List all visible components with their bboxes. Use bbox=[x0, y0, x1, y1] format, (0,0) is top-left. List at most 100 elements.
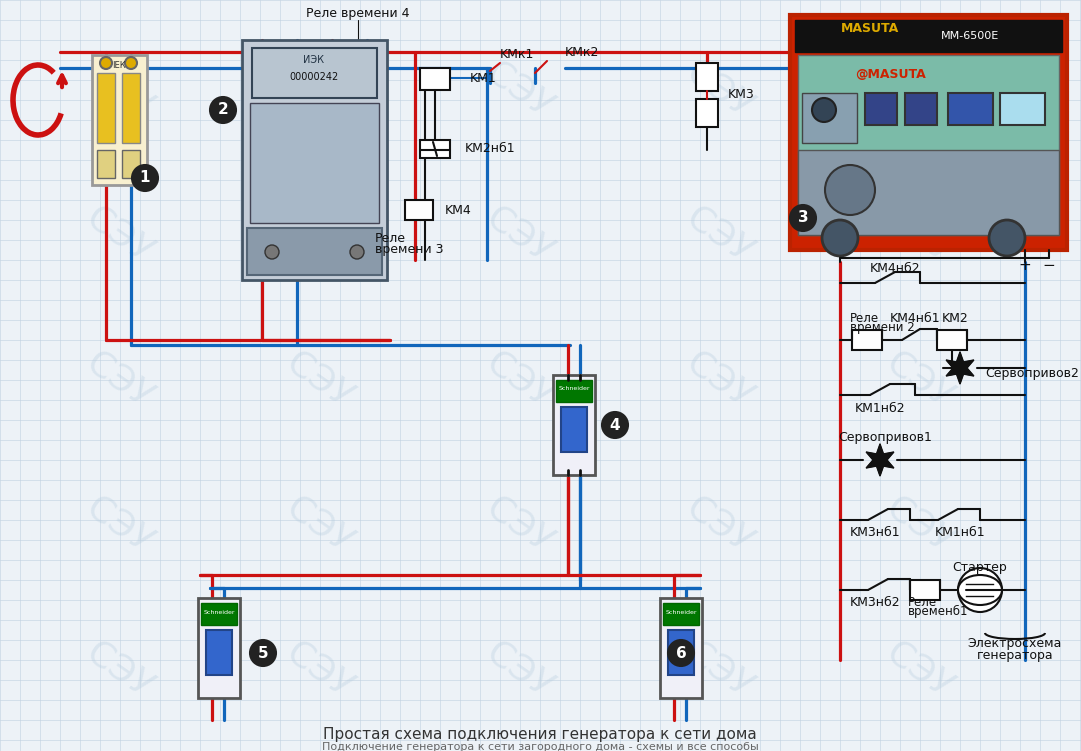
Text: 1: 1 bbox=[139, 170, 150, 185]
Polygon shape bbox=[866, 444, 894, 476]
Text: Подключение генератора к сети загородного дома - схемы и все способы: Подключение генератора к сети загородног… bbox=[322, 742, 759, 751]
Bar bbox=[405, 200, 433, 220]
Text: Стартер: Стартер bbox=[952, 562, 1007, 575]
Text: СЭУ: СЭУ bbox=[481, 345, 560, 415]
Text: СЭУ: СЭУ bbox=[81, 490, 159, 559]
Text: Реле: Реле bbox=[850, 312, 879, 324]
Circle shape bbox=[812, 98, 836, 122]
Text: KM3: KM3 bbox=[728, 89, 755, 101]
Bar bbox=[553, 375, 595, 475]
Text: 4: 4 bbox=[610, 418, 620, 433]
Polygon shape bbox=[946, 352, 974, 384]
Text: Schneider: Schneider bbox=[203, 610, 235, 614]
Circle shape bbox=[101, 57, 112, 69]
Text: СЭУ: СЭУ bbox=[881, 635, 960, 704]
Bar bbox=[252, 48, 377, 98]
Text: 00000242: 00000242 bbox=[290, 72, 338, 82]
Text: Электросхема: Электросхема bbox=[967, 637, 1063, 650]
Bar bbox=[242, 40, 387, 280]
Text: СЭУ: СЭУ bbox=[681, 345, 760, 415]
Text: Сервопривов1: Сервопривов1 bbox=[838, 432, 932, 445]
Text: Сервопривов2: Сервопривов2 bbox=[985, 366, 1079, 379]
Text: СЭУ: СЭУ bbox=[681, 201, 760, 270]
Text: Schneider: Schneider bbox=[665, 610, 697, 614]
Text: СЭУ: СЭУ bbox=[81, 56, 159, 125]
Text: СЭУ: СЭУ bbox=[881, 345, 960, 415]
Text: KM1нб1: KM1нб1 bbox=[935, 526, 986, 539]
Text: ИЭК: ИЭК bbox=[304, 55, 324, 65]
Text: KM1: KM1 bbox=[470, 71, 497, 85]
Bar bbox=[97, 150, 115, 178]
Text: −: − bbox=[1043, 258, 1055, 273]
Text: СЭУ: СЭУ bbox=[681, 56, 760, 125]
Bar bbox=[206, 630, 232, 675]
Bar bbox=[790, 15, 1067, 250]
Bar bbox=[696, 99, 718, 127]
Text: KM4нб1: KM4нб1 bbox=[890, 312, 940, 324]
Text: +: + bbox=[1018, 258, 1031, 273]
Bar bbox=[802, 93, 857, 143]
Text: KM3нб1: KM3нб1 bbox=[850, 526, 900, 539]
Bar bbox=[865, 93, 897, 125]
Text: MM-6500E: MM-6500E bbox=[940, 31, 999, 41]
Text: Реле: Реле bbox=[908, 596, 937, 608]
Text: Реле: Реле bbox=[375, 231, 406, 245]
Bar bbox=[795, 20, 1062, 52]
Text: СЭУ: СЭУ bbox=[481, 490, 560, 559]
Circle shape bbox=[602, 412, 628, 438]
Bar bbox=[246, 228, 382, 275]
Circle shape bbox=[265, 245, 279, 259]
Text: СЭУ: СЭУ bbox=[81, 201, 159, 270]
Text: 6: 6 bbox=[676, 646, 686, 660]
Text: 3: 3 bbox=[798, 210, 809, 225]
Circle shape bbox=[825, 165, 875, 215]
Bar bbox=[92, 55, 147, 185]
Bar bbox=[122, 73, 141, 143]
Bar bbox=[910, 580, 940, 600]
Text: СЭУ: СЭУ bbox=[281, 345, 360, 415]
Text: СЭУ: СЭУ bbox=[281, 635, 360, 704]
Text: KMк1: KMк1 bbox=[501, 49, 534, 62]
Text: MASUTA: MASUTA bbox=[841, 23, 899, 35]
Text: KM1нб2: KM1нб2 bbox=[855, 402, 906, 415]
Text: СЭУ: СЭУ bbox=[281, 56, 360, 125]
Text: временб1: временб1 bbox=[908, 605, 969, 617]
Text: Простая схема подключения генератора к сети дома: Простая схема подключения генератора к с… bbox=[323, 728, 757, 743]
Circle shape bbox=[210, 97, 236, 123]
Text: СЭУ: СЭУ bbox=[681, 490, 760, 559]
Text: СЭУ: СЭУ bbox=[81, 345, 159, 415]
Text: СЭУ: СЭУ bbox=[481, 56, 560, 125]
Text: СЭУ: СЭУ bbox=[481, 635, 560, 704]
Bar bbox=[660, 598, 702, 698]
Bar bbox=[937, 330, 967, 350]
Bar bbox=[798, 150, 1059, 235]
Bar bbox=[421, 68, 450, 90]
Bar bbox=[421, 140, 450, 158]
Circle shape bbox=[250, 640, 276, 666]
Text: KM2нб1: KM2нб1 bbox=[465, 141, 516, 155]
Text: 5: 5 bbox=[257, 646, 268, 660]
Text: Schneider: Schneider bbox=[558, 387, 590, 391]
Text: 2: 2 bbox=[217, 102, 228, 117]
Circle shape bbox=[958, 568, 1002, 612]
Bar bbox=[663, 603, 699, 625]
Text: СЭУ: СЭУ bbox=[81, 635, 159, 704]
Text: KM3нб2: KM3нб2 bbox=[850, 596, 900, 610]
Text: СЭУ: СЭУ bbox=[881, 56, 960, 125]
Text: СЭУ: СЭУ bbox=[881, 201, 960, 270]
Text: KM4нб2: KM4нб2 bbox=[870, 263, 921, 276]
Text: генератора: генератора bbox=[977, 649, 1053, 662]
Text: KM2: KM2 bbox=[942, 312, 969, 324]
Circle shape bbox=[132, 165, 158, 191]
Circle shape bbox=[350, 245, 364, 259]
Bar bbox=[556, 380, 592, 402]
Bar bbox=[905, 93, 937, 125]
Text: времени 2: времени 2 bbox=[850, 321, 915, 333]
Circle shape bbox=[125, 57, 137, 69]
Text: @MASUTA: @MASUTA bbox=[855, 68, 925, 82]
Bar bbox=[798, 55, 1059, 235]
Bar bbox=[696, 63, 718, 91]
Text: времени 3: времени 3 bbox=[375, 243, 443, 257]
Text: СЭУ: СЭУ bbox=[681, 635, 760, 704]
Bar bbox=[198, 598, 240, 698]
